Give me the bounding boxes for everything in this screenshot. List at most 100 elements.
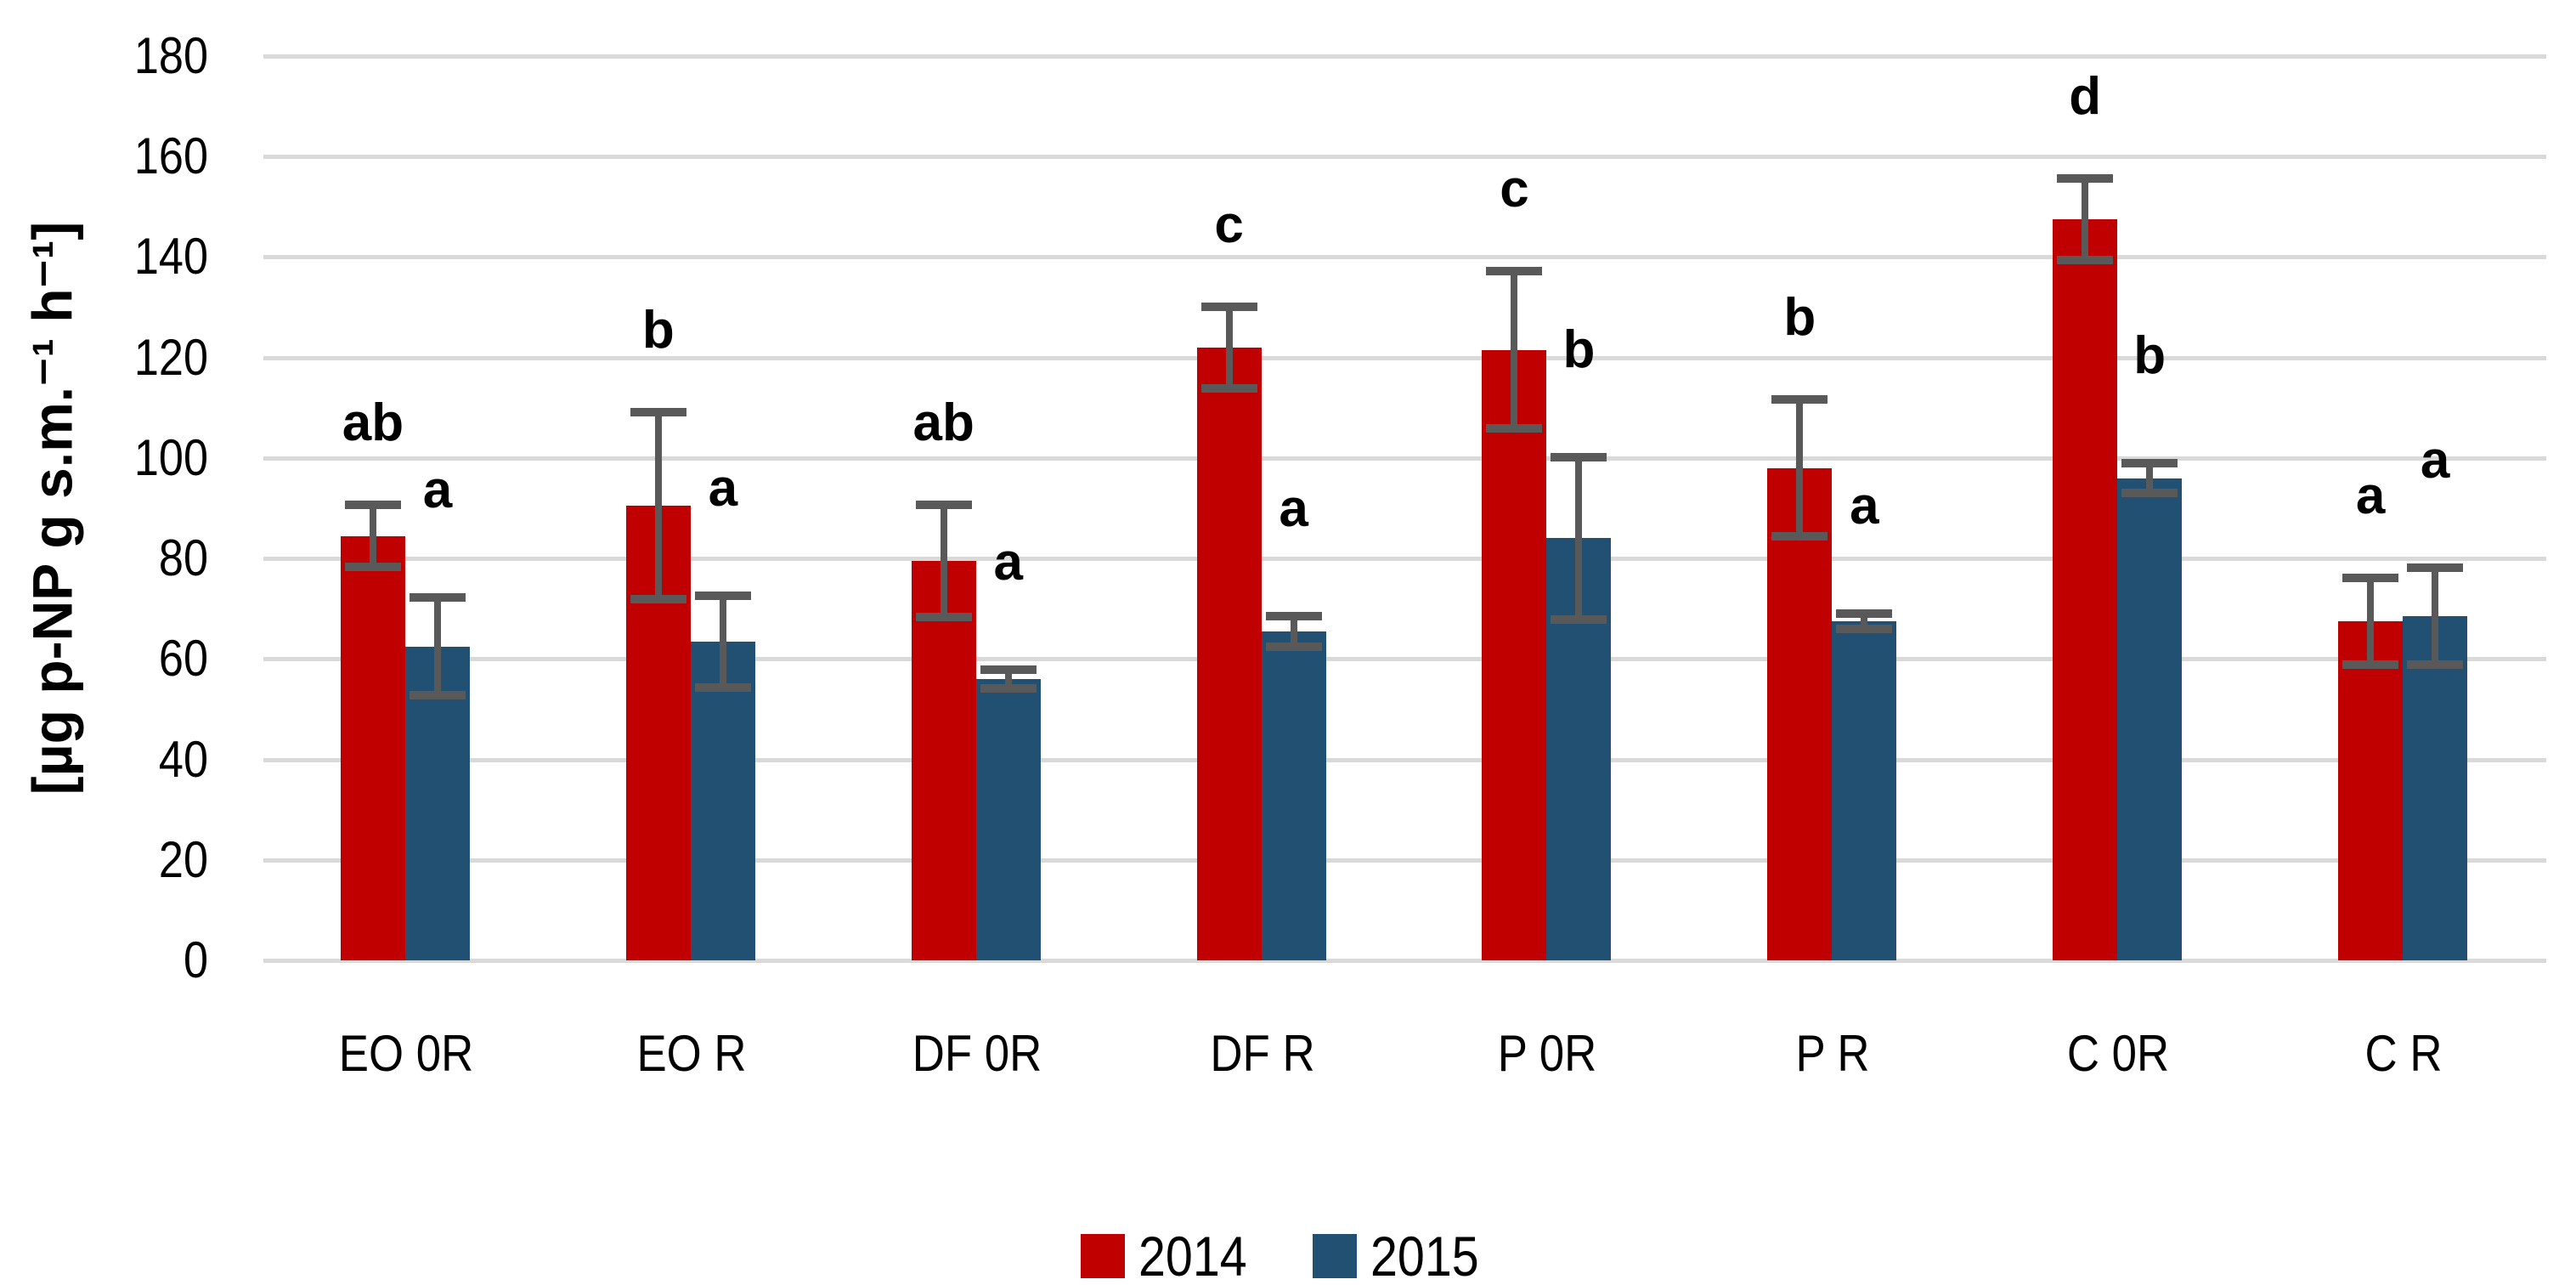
x-axis-label: C 0R xyxy=(2067,1025,2170,1082)
error-bar-cap-top xyxy=(915,501,972,510)
significance-letter: b xyxy=(1783,288,1816,347)
significance-letter: d xyxy=(2069,66,2102,126)
error-bar-cap-top xyxy=(630,407,686,416)
legend-entry-2015: 2015 xyxy=(1313,1224,1495,1285)
y-tick-label: 100 xyxy=(133,428,208,486)
y-tick-label: 160 xyxy=(133,127,208,185)
significance-letter: b xyxy=(2133,326,2166,386)
error-bar xyxy=(1796,395,1804,541)
gridline xyxy=(263,858,2546,863)
error-bar xyxy=(1511,267,1518,433)
significance-letter: a xyxy=(1850,477,1879,536)
bar-2014-C-0R xyxy=(2053,219,2118,960)
gridline xyxy=(263,255,2546,260)
significance-letter: a xyxy=(993,533,1023,592)
error-bar-cap-bottom xyxy=(630,595,686,604)
error-bar-cap-top xyxy=(694,591,751,600)
error-bar-cap-top xyxy=(344,501,401,510)
error-bar-cap-bottom xyxy=(1836,624,1893,633)
bar-2014-DF-0R xyxy=(911,561,976,960)
gridline xyxy=(263,959,2546,963)
error-bar xyxy=(1225,302,1233,393)
error-bar xyxy=(1290,611,1297,651)
error-bar-cap-bottom xyxy=(980,683,1037,693)
significance-letter: ab xyxy=(342,393,404,453)
error-bar-cap-bottom xyxy=(1771,532,1828,541)
significance-letter: a xyxy=(422,461,453,520)
x-axis-label: EO 0R xyxy=(338,1025,474,1082)
x-axis-label: P R xyxy=(1795,1025,1870,1082)
error-bar xyxy=(1575,452,1583,624)
gridline xyxy=(263,355,2546,360)
gridline xyxy=(263,456,2546,461)
significance-letter: c xyxy=(1214,195,1244,254)
error-bar-cap-bottom xyxy=(2057,256,2114,265)
legend-label: 2014 xyxy=(1138,1225,1247,1285)
y-tick-label: 40 xyxy=(158,730,208,788)
y-tick-label: 60 xyxy=(158,630,208,688)
error-bar-cap-bottom xyxy=(1551,614,1607,624)
error-bar-cap-bottom xyxy=(1200,384,1257,393)
error-bar-cap-bottom xyxy=(2121,488,2178,497)
error-bar xyxy=(369,501,376,571)
gridline xyxy=(263,757,2546,762)
y-axis-title: [µg p-NP g s.m.⁻¹ h⁻¹] xyxy=(20,221,84,795)
significance-letter: ab xyxy=(912,393,974,453)
bar-2014-DF-R xyxy=(1196,347,1262,960)
significance-letter: c xyxy=(1500,160,1529,219)
bar-2014-P-0R xyxy=(1482,349,1547,960)
error-bar-cap-top xyxy=(2121,459,2178,468)
error-bar xyxy=(433,593,441,699)
significance-letter: a xyxy=(708,458,738,518)
error-bar-cap-top xyxy=(980,665,1037,675)
error-bar-cap-top xyxy=(2407,563,2464,573)
error-bar xyxy=(719,591,726,692)
gridline xyxy=(263,155,2546,160)
legend: 2014 2015 xyxy=(0,1224,2576,1285)
error-bar xyxy=(2146,459,2154,497)
y-tick-label: 140 xyxy=(133,228,208,286)
error-bar xyxy=(654,407,662,604)
y-tick-label: 20 xyxy=(158,830,208,888)
error-bar xyxy=(1004,665,1012,693)
y-tick-label: 80 xyxy=(158,529,208,587)
x-axis-label: DF 0R xyxy=(912,1025,1042,1082)
legend-label: 2015 xyxy=(1370,1225,1479,1285)
error-bar-cap-top xyxy=(1200,302,1257,311)
legend-entry-2014: 2014 xyxy=(1081,1224,1263,1285)
bar-2014-P-R xyxy=(1767,467,1833,960)
error-bar-cap-top xyxy=(1265,611,1322,620)
significance-letter: a xyxy=(1279,478,1308,538)
error-bar xyxy=(1861,609,1868,633)
error-bar-cap-top xyxy=(2342,573,2399,582)
legend-swatch-icon xyxy=(1313,1234,1357,1278)
bar-2014-EO-0R xyxy=(340,535,405,960)
gridline xyxy=(263,557,2546,562)
bar-2015-EO-R xyxy=(690,641,755,960)
bar-2015-P-R xyxy=(1832,621,1897,960)
error-bar-cap-top xyxy=(2057,173,2114,183)
error-bar-cap-bottom xyxy=(694,682,751,692)
bar-2015-DF-0R xyxy=(975,678,1041,960)
x-axis-label: EO R xyxy=(636,1025,747,1082)
y-tick-label: 120 xyxy=(133,328,208,386)
legend-swatch-icon xyxy=(1081,1234,1126,1278)
significance-letter: b xyxy=(1562,320,1596,379)
error-bar-cap-top xyxy=(409,593,466,603)
significance-letter: a xyxy=(2420,431,2450,490)
error-bar-cap-bottom xyxy=(1486,424,1543,433)
error-bar-cap-top xyxy=(1486,267,1543,276)
error-bar xyxy=(2082,173,2089,265)
x-axis-label: DF R xyxy=(1209,1025,1315,1082)
y-tick-label: 0 xyxy=(183,931,208,988)
x-axis-label: C R xyxy=(2364,1025,2443,1082)
bar-2014-C-R xyxy=(2338,621,2404,960)
y-tick-label: 180 xyxy=(133,27,208,84)
significance-letter: b xyxy=(641,300,675,359)
error-bar xyxy=(2432,563,2439,670)
bar-2015-DF-R xyxy=(1261,631,1326,960)
error-bar xyxy=(2367,573,2375,670)
bar-2015-C-0R xyxy=(2117,478,2183,960)
significance-letter: a xyxy=(2355,466,2386,525)
